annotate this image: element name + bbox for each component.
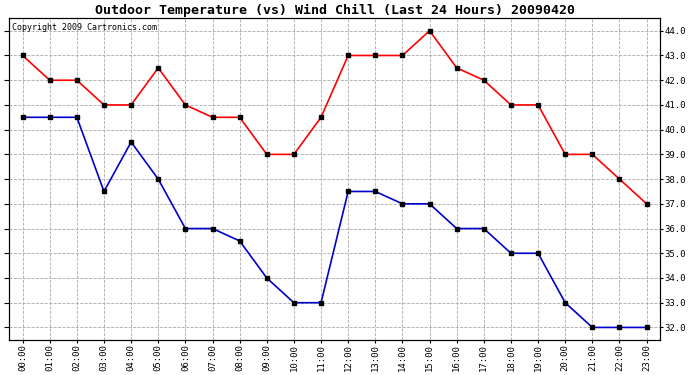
Text: Copyright 2009 Cartronics.com: Copyright 2009 Cartronics.com xyxy=(12,23,157,32)
Title: Outdoor Temperature (vs) Wind Chill (Last 24 Hours) 20090420: Outdoor Temperature (vs) Wind Chill (Las… xyxy=(95,4,575,17)
